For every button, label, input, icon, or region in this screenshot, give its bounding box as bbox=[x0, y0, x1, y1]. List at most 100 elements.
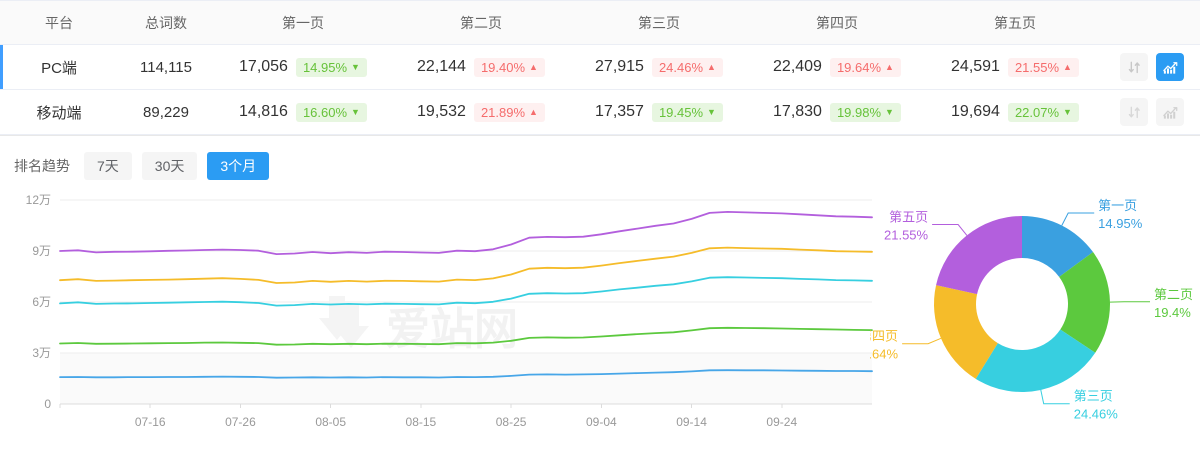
charts-area: 爱站网 0 3万 6万 9万 12万 07-16 07-26 08-05 08-15 08-25 09… bbox=[0, 182, 1200, 462]
page-3-count: 27,915 bbox=[595, 58, 644, 75]
page-3-change-badge: 24.46% ▲ bbox=[651, 57, 723, 77]
svg-text:09-24: 09-24 bbox=[766, 415, 797, 429]
table-header: 平台 总词数 第一页 第二页 第三页 第四页 第五页 bbox=[0, 0, 1200, 45]
page-4-change-badge: 19.98% ▼ bbox=[829, 102, 901, 122]
page-5-change-badge: 22.07% ▼ bbox=[1007, 102, 1079, 122]
page-1-pct: 16.60% bbox=[302, 104, 348, 120]
arrow-down-icon: ▼ bbox=[351, 61, 360, 72]
svg-text:07-26: 07-26 bbox=[225, 415, 256, 429]
tab-3months[interactable]: 3个月 bbox=[207, 151, 270, 181]
col-platform: 平台 bbox=[0, 0, 118, 45]
page-2-change-badge: 21.89% ▲ bbox=[473, 102, 545, 122]
svg-text:第四页: 第四页 bbox=[870, 329, 898, 344]
rank-table: 平台 总词数 第一页 第二页 第三页 第四页 第五页 PC端 114,115 1… bbox=[0, 0, 1200, 135]
rank-table-container: 平台 总词数 第一页 第二页 第三页 第四页 第五页 PC端 114,115 1… bbox=[0, 0, 1200, 136]
svg-text:第二页: 第二页 bbox=[1154, 287, 1193, 302]
page-2-count: 22,144 bbox=[417, 58, 466, 75]
col-total: 总词数 bbox=[118, 0, 214, 45]
svg-text:19.64%: 19.64% bbox=[870, 347, 898, 362]
svg-text:第五页: 第五页 bbox=[889, 209, 928, 224]
arrow-up-icon: ▲ bbox=[885, 61, 894, 72]
donut-slice bbox=[1059, 252, 1110, 353]
svg-text:9万: 9万 bbox=[32, 244, 51, 258]
tab-7days[interactable]: 7天 bbox=[84, 151, 132, 181]
cell-actions bbox=[1104, 89, 1200, 135]
col-actions bbox=[1104, 0, 1200, 45]
arrow-down-icon: ▼ bbox=[885, 106, 894, 117]
cell-page-2: 19,532 21.89% ▲ bbox=[392, 89, 570, 135]
col-page-3: 第三页 bbox=[570, 0, 748, 45]
donut-slice bbox=[975, 329, 1096, 392]
arrow-down-icon: ▼ bbox=[351, 106, 360, 117]
svg-text:19.4%: 19.4% bbox=[1154, 305, 1191, 320]
svg-text:24.46%: 24.46% bbox=[1074, 407, 1119, 422]
svg-text:09-04: 09-04 bbox=[586, 415, 617, 429]
arrow-up-icon: ▲ bbox=[707, 61, 716, 72]
cell-page-1: 17,056 14.95% ▼ bbox=[214, 44, 392, 90]
cell-page-2: 22,144 19.40% ▲ bbox=[392, 44, 570, 90]
page-4-count: 22,409 bbox=[773, 58, 822, 75]
arrow-down-icon: ▼ bbox=[1063, 106, 1072, 117]
cell-page-3: 27,915 24.46% ▲ bbox=[570, 44, 748, 90]
svg-text:爱站网: 爱站网 bbox=[386, 304, 518, 355]
sort-icon[interactable] bbox=[1120, 53, 1148, 81]
page-1-change-badge: 14.95% ▼ bbox=[295, 57, 367, 77]
page-distribution-donut-chart[interactable]: 第一页 14.95% 第二页 19.4% 第三页 24.46% 第四页 19.64% 第五页 21… bbox=[870, 182, 1200, 462]
svg-text:第一页: 第一页 bbox=[1098, 198, 1137, 213]
arrow-up-icon: ▲ bbox=[529, 106, 538, 117]
page-2-change-badge: 19.40% ▲ bbox=[473, 57, 545, 77]
svg-text:07-16: 07-16 bbox=[135, 415, 166, 429]
svg-text:08-15: 08-15 bbox=[406, 415, 437, 429]
page-1-count: 17,056 bbox=[239, 58, 288, 75]
page-4-pct: 19.64% bbox=[836, 59, 882, 75]
page-2-pct: 19.40% bbox=[480, 59, 526, 75]
cell-page-5: 24,591 21.55% ▲ bbox=[926, 44, 1104, 90]
svg-text:6万: 6万 bbox=[32, 295, 51, 309]
table-header-row: 平台 总词数 第一页 第二页 第三页 第四页 第五页 bbox=[0, 0, 1200, 45]
col-page-5: 第五页 bbox=[926, 0, 1104, 45]
col-page-2: 第二页 bbox=[392, 0, 570, 45]
cell-total: 114,115 bbox=[118, 44, 214, 90]
rank-trend-line-chart[interactable]: 爱站网 0 3万 6万 9万 12万 07-16 07-26 08-05 08-15 08-25 09… bbox=[0, 182, 880, 462]
sort-icon[interactable] bbox=[1120, 98, 1148, 126]
tab-30days[interactable]: 30天 bbox=[141, 151, 198, 181]
trend-chart-icon[interactable] bbox=[1156, 98, 1184, 126]
svg-text:第三页: 第三页 bbox=[1074, 389, 1113, 404]
col-page-4: 第四页 bbox=[748, 0, 926, 45]
trend-chart-icon[interactable] bbox=[1156, 53, 1184, 81]
svg-text:08-05: 08-05 bbox=[315, 415, 346, 429]
cell-page-4: 17,830 19.98% ▼ bbox=[748, 89, 926, 135]
donut-slice bbox=[1022, 216, 1094, 277]
cell-page-1: 14,816 16.60% ▼ bbox=[214, 89, 392, 135]
donut-slice bbox=[934, 285, 998, 379]
page-4-change-badge: 19.64% ▲ bbox=[829, 57, 901, 77]
svg-text:14.95%: 14.95% bbox=[1098, 216, 1143, 231]
page-5-count: 24,591 bbox=[951, 58, 1000, 75]
svg-text:12万: 12万 bbox=[26, 193, 51, 207]
page-1-change-badge: 16.60% ▼ bbox=[295, 102, 367, 122]
arrow-up-icon: ▲ bbox=[1063, 61, 1072, 72]
svg-text:08-25: 08-25 bbox=[496, 415, 527, 429]
page-5-pct: 21.55% bbox=[1014, 59, 1060, 75]
page-5-count: 19,694 bbox=[951, 103, 1000, 120]
trend-title: 排名趋势 bbox=[14, 158, 70, 174]
table-body: PC端 114,115 17,056 14.95% ▼ 22,144 19.40… bbox=[0, 44, 1200, 135]
table-row[interactable]: PC端 114,115 17,056 14.95% ▼ 22,144 19.40… bbox=[0, 44, 1200, 90]
cell-page-3: 17,357 19.45% ▼ bbox=[570, 89, 748, 135]
page-2-pct: 21.89% bbox=[480, 104, 526, 120]
page-4-pct: 19.98% bbox=[836, 104, 882, 120]
cell-platform: PC端 bbox=[0, 44, 118, 90]
cell-page-5: 19,694 22.07% ▼ bbox=[926, 89, 1104, 135]
page-3-change-badge: 19.45% ▼ bbox=[651, 102, 723, 122]
page-1-pct: 14.95% bbox=[302, 59, 348, 75]
cell-total: 89,229 bbox=[118, 89, 214, 135]
trend-toolbar: 排名趋势 7天 30天 3个月 bbox=[0, 136, 1200, 182]
arrow-down-icon: ▼ bbox=[707, 106, 716, 117]
table-row[interactable]: 移动端 89,229 14,816 16.60% ▼ 19,532 21.89% bbox=[0, 89, 1200, 135]
svg-text:3万: 3万 bbox=[32, 346, 51, 360]
cell-actions bbox=[1104, 44, 1200, 90]
page-2-count: 19,532 bbox=[417, 103, 466, 120]
page-3-pct: 24.46% bbox=[658, 59, 704, 75]
page-1-count: 14,816 bbox=[239, 103, 288, 120]
